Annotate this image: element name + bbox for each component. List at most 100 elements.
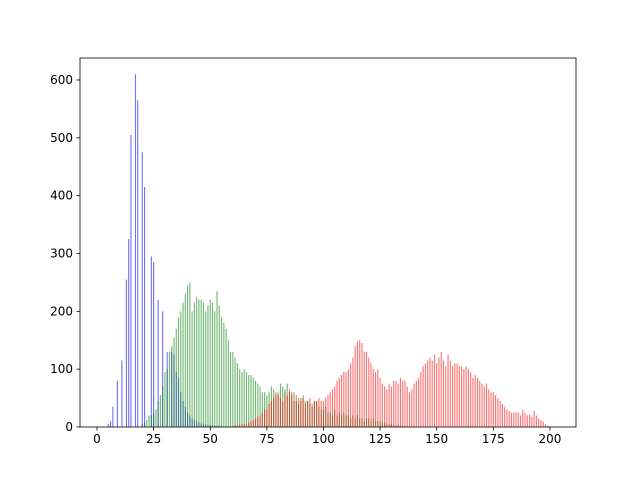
- bar: [250, 374, 252, 427]
- bar: [137, 100, 139, 427]
- bar: [153, 412, 155, 427]
- bar: [524, 412, 526, 427]
- bar: [275, 395, 277, 427]
- bar: [241, 372, 243, 427]
- bar: [544, 424, 546, 427]
- bar: [232, 425, 234, 427]
- bar: [230, 351, 232, 427]
- bar: [338, 377, 340, 427]
- bar: [325, 398, 327, 427]
- bar: [223, 322, 225, 427]
- bar: [307, 400, 309, 427]
- bar: [499, 400, 501, 427]
- x-tick-label: 50: [203, 432, 218, 446]
- x-tick-label: 125: [369, 432, 392, 446]
- bar: [143, 186, 146, 427]
- bar: [254, 380, 257, 427]
- bar: [295, 395, 297, 427]
- bar: [322, 400, 325, 427]
- bar: [311, 403, 313, 427]
- bar: [467, 369, 469, 427]
- bar: [159, 395, 161, 427]
- bar: [424, 363, 426, 427]
- bar: [304, 403, 306, 427]
- bar: [422, 366, 424, 427]
- bar: [336, 380, 338, 427]
- bar: [243, 424, 245, 427]
- bar: [232, 351, 234, 427]
- y-tick-label: 500: [50, 131, 73, 145]
- bar: [470, 372, 472, 427]
- bar: [155, 409, 157, 427]
- x-tick-label: 150: [425, 432, 448, 446]
- bar: [245, 372, 248, 427]
- bar: [187, 285, 189, 427]
- bar: [130, 134, 132, 427]
- bar: [331, 389, 334, 427]
- bar: [141, 424, 143, 427]
- bar: [125, 279, 127, 427]
- bar: [196, 296, 198, 427]
- bar: [261, 412, 263, 427]
- bar: [406, 386, 408, 427]
- bar: [202, 302, 204, 427]
- bar: [515, 412, 517, 427]
- bar: [386, 389, 388, 427]
- bar: [241, 424, 243, 427]
- bar: [268, 403, 270, 427]
- bar: [461, 366, 463, 427]
- bar: [397, 383, 399, 427]
- bar: [153, 262, 155, 427]
- bar: [284, 392, 286, 427]
- bar: [506, 409, 508, 427]
- bar: [227, 340, 229, 427]
- bar: [318, 398, 320, 427]
- y-tick-label: 600: [50, 73, 73, 87]
- bar: [377, 369, 379, 427]
- bar: [168, 351, 171, 427]
- bar: [361, 343, 363, 427]
- bar: [266, 409, 268, 427]
- bar: [526, 415, 528, 427]
- bar: [166, 369, 168, 427]
- x-tick-label: 75: [259, 432, 274, 446]
- bar: [316, 400, 318, 427]
- y-tick-label: 200: [50, 304, 73, 318]
- bar: [429, 357, 431, 427]
- bar: [184, 293, 186, 427]
- bar: [286, 395, 288, 427]
- bar: [547, 425, 549, 427]
- bar: [402, 380, 404, 427]
- bar: [427, 360, 429, 427]
- bar: [291, 392, 293, 427]
- bar: [116, 380, 118, 427]
- bar: [300, 400, 302, 427]
- bar: [261, 392, 263, 427]
- x-tick-label: 175: [482, 432, 505, 446]
- bar: [279, 398, 282, 427]
- bar: [297, 398, 300, 427]
- bar: [225, 328, 227, 427]
- bar: [365, 351, 368, 427]
- y-tick-label: 400: [50, 189, 73, 203]
- bar: [209, 299, 211, 427]
- bar: [485, 383, 488, 427]
- bar: [415, 380, 417, 427]
- bar: [535, 415, 537, 427]
- bar: [418, 377, 420, 427]
- bar: [216, 291, 218, 427]
- x-tick-label: 100: [312, 432, 335, 446]
- bar: [501, 403, 503, 427]
- bar: [220, 317, 223, 427]
- bar: [250, 421, 252, 427]
- bar: [173, 337, 175, 427]
- bar: [157, 400, 159, 427]
- bar: [497, 398, 499, 427]
- bar: [411, 389, 413, 427]
- bar: [259, 415, 261, 427]
- bar: [205, 311, 207, 427]
- bar: [239, 424, 241, 427]
- bar: [180, 311, 182, 427]
